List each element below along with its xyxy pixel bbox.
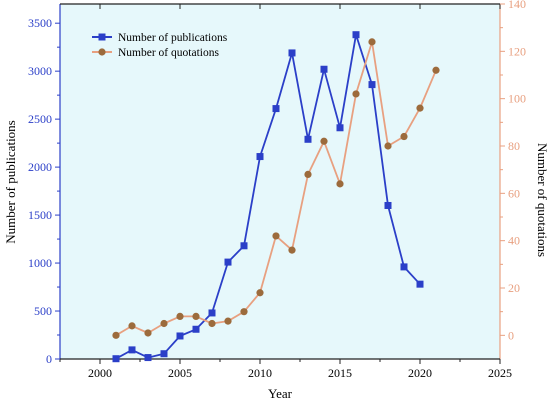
data-point — [208, 309, 216, 317]
plot-background — [60, 4, 500, 359]
legend-marker-publications — [98, 33, 106, 41]
data-point — [320, 137, 328, 145]
y-left-tick-label: 3500 — [28, 16, 52, 30]
data-point — [272, 105, 280, 113]
x-axis-title: Year — [268, 386, 293, 401]
data-point — [288, 49, 296, 57]
x-tick-label: 2005 — [168, 366, 192, 380]
y-left-tick-label: 2500 — [28, 112, 52, 126]
y-right-tick-label: 0 — [508, 328, 514, 342]
y-right-tick-label: 80 — [508, 139, 520, 153]
data-point — [240, 242, 248, 250]
data-point — [160, 319, 168, 328]
y-right-tick-label: 40 — [508, 234, 520, 248]
legend-label-quotations: Number of quotations — [118, 47, 219, 59]
y-right-tick-label: 60 — [508, 186, 520, 200]
data-point — [336, 124, 344, 132]
data-point — [400, 132, 408, 141]
data-point — [432, 66, 440, 74]
data-point — [256, 153, 264, 161]
data-point — [368, 81, 376, 89]
y-left-tick-label: 3000 — [28, 64, 52, 78]
data-point — [112, 355, 120, 363]
y-left-tick-label: 500 — [34, 304, 52, 318]
x-tick-label: 2010 — [248, 366, 272, 380]
y-left-tick-label: 0 — [46, 352, 52, 366]
legend-marker-quotations — [98, 48, 106, 56]
data-point — [160, 350, 168, 358]
y-right-tick-label: 140 — [508, 0, 526, 11]
data-point — [320, 65, 328, 73]
legend: Number of publications Number of quotati… — [92, 32, 228, 59]
data-point — [192, 312, 200, 320]
y-right-tick-label: 20 — [508, 281, 520, 295]
data-point — [128, 346, 136, 354]
data-point — [384, 142, 392, 150]
data-point — [304, 135, 312, 143]
y-left-tick-label: 2000 — [28, 160, 52, 174]
data-point — [208, 319, 216, 328]
data-point — [144, 329, 152, 337]
y-left-tick-label: 1000 — [28, 256, 52, 270]
data-point — [416, 280, 424, 288]
data-point — [352, 31, 360, 39]
data-point — [112, 331, 120, 339]
y-right-tick-label: 100 — [508, 92, 526, 106]
data-point — [272, 232, 280, 240]
data-point — [128, 322, 136, 330]
series-layer — [112, 31, 440, 363]
x-tick-label: 2000 — [88, 366, 112, 380]
x-tick-label: 2015 — [328, 366, 352, 380]
data-point — [336, 180, 344, 188]
data-point — [176, 312, 184, 320]
data-point — [352, 90, 360, 98]
data-point — [288, 246, 296, 254]
data-point — [304, 170, 312, 178]
data-point — [400, 263, 408, 271]
data-point — [192, 325, 200, 333]
data-point — [224, 317, 232, 325]
axes: 2000 2005 2010 2015 2020 20250500100015002000… — [28, 0, 526, 380]
data-point — [224, 258, 232, 266]
series-publications — [112, 31, 424, 363]
y-right-tick-label: 120 — [508, 44, 526, 58]
series-quotations — [112, 38, 440, 339]
data-point — [368, 38, 376, 46]
data-point — [416, 104, 424, 112]
data-point — [144, 354, 152, 362]
legend-label-publications: Number of publications — [118, 32, 228, 44]
data-point — [384, 201, 392, 209]
data-point — [256, 289, 264, 297]
y-axis-right-title: Number of quotations — [535, 143, 550, 257]
y-axis-left-title: Number of publications — [3, 120, 18, 243]
x-tick-label: 2025 — [488, 366, 512, 380]
data-point — [176, 332, 184, 340]
x-tick-label: 2020 — [408, 366, 432, 380]
y-left-tick-label: 1500 — [28, 208, 52, 222]
data-point — [240, 308, 248, 316]
